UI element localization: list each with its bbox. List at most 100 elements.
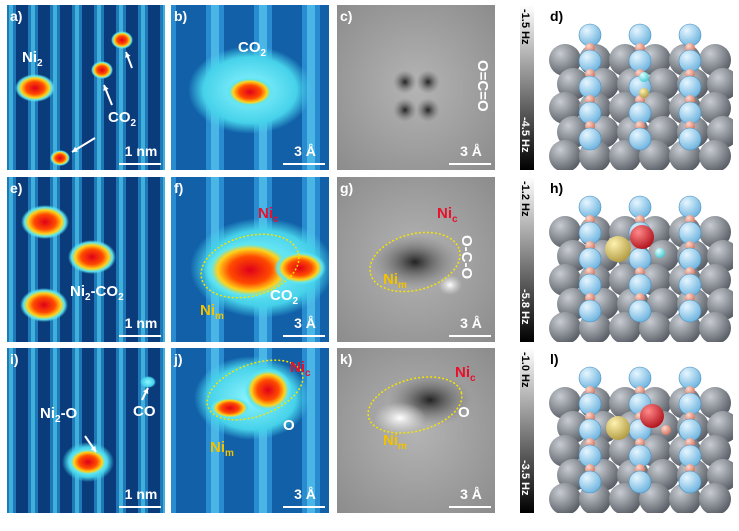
scale-bar-label: 3 Å (294, 315, 316, 331)
annotation-part: -CO (91, 283, 119, 300)
atom (628, 49, 652, 73)
panel-letter: l) (550, 351, 559, 367)
colorbar-top-label: -1.0 Hz (519, 352, 531, 388)
atom (578, 247, 602, 271)
atom (678, 392, 702, 416)
atom (678, 75, 702, 99)
panel-letter: d) (550, 8, 563, 24)
atom (578, 195, 602, 219)
feature (374, 402, 426, 434)
feature (68, 448, 108, 476)
panel: i) Ni2-O CO 1 nm (7, 348, 165, 513)
annotation-part: O (283, 417, 295, 434)
atom (578, 299, 602, 323)
subscript: c (470, 373, 476, 384)
panel: b) CO2 3 Å (171, 5, 329, 170)
colorbar (520, 5, 534, 170)
annotation: Nim (200, 302, 224, 322)
panel: h) (547, 177, 733, 342)
atom (678, 49, 702, 73)
feature (210, 397, 250, 419)
atom (605, 236, 631, 262)
annotation-part: Ni (210, 439, 225, 456)
annotation: O (458, 404, 470, 421)
scale-bar-label: 3 Å (460, 486, 482, 502)
panel-background (337, 5, 495, 170)
panel-letter: c) (340, 8, 352, 24)
annotation: Ni2-O (40, 405, 78, 425)
atom (678, 366, 702, 390)
atom (699, 483, 731, 513)
panel-background (7, 348, 165, 513)
feature (50, 150, 70, 166)
panel-letter: f) (174, 180, 183, 196)
feature (204, 240, 296, 300)
feature (416, 70, 440, 94)
arrow-head (125, 52, 131, 58)
subscript: 2 (37, 58, 43, 69)
annotation: CO2 (108, 109, 137, 129)
subscript: m (398, 280, 407, 291)
atom (628, 444, 652, 468)
feature (21, 205, 69, 239)
subscript: 2 (261, 48, 267, 59)
colorbar-bottom-label: -3.5 Hz (519, 460, 531, 496)
panel-image (171, 348, 329, 513)
arrow-head (103, 85, 109, 91)
atom (707, 288, 733, 320)
feature (416, 98, 440, 122)
colorbar (520, 177, 534, 342)
panel-letter: b) (174, 8, 187, 24)
atom (578, 444, 602, 468)
panel-letter: k) (340, 351, 352, 367)
atom (578, 366, 602, 390)
atom (578, 75, 602, 99)
subscript: m (215, 311, 224, 322)
atom (628, 470, 652, 494)
scale-bar-label: 1 nm (125, 486, 158, 502)
annotation-part: CO (238, 39, 261, 56)
colorbar-top-label: -1.5 Hz (519, 9, 531, 45)
annotation-part: Ni (22, 49, 37, 66)
atom (699, 312, 731, 342)
subscript: 2 (85, 292, 91, 303)
feature (371, 234, 459, 290)
dashed-outline (367, 376, 463, 434)
scale-bar-label: 3 Å (294, 486, 316, 502)
atom (678, 444, 702, 468)
atom (578, 101, 602, 125)
panel-letter: g) (340, 180, 353, 196)
panel-image (7, 177, 165, 342)
scale-bar-label: 3 Å (294, 143, 316, 159)
atom (628, 195, 652, 219)
annotation-part: Ni (455, 364, 470, 381)
panel-letter: j) (173, 351, 183, 367)
colorbar (520, 348, 534, 513)
subscript: c (273, 214, 279, 225)
panel-image (7, 348, 165, 513)
feature (140, 376, 156, 388)
dashed-outline (200, 233, 300, 299)
feature (91, 61, 113, 79)
feature (20, 288, 68, 322)
annotation-part: Ni (383, 271, 398, 288)
annotation: Ni2 (22, 49, 43, 69)
atom (628, 366, 652, 390)
arrow-head (143, 388, 149, 394)
scale-bar-label: 3 Å (460, 143, 482, 159)
feature (274, 251, 326, 285)
annotation-part: Ni (200, 302, 215, 319)
annotation: Nim (383, 432, 407, 452)
scale-bar-label: 3 Å (460, 315, 482, 331)
panel: l) (547, 348, 733, 513)
atom (628, 101, 652, 125)
annotation: CO (133, 403, 156, 420)
subscript: 2 (131, 118, 137, 129)
panel-letter: e) (10, 180, 22, 196)
atom (578, 221, 602, 245)
atom (661, 425, 671, 435)
annotation: O-C-O (458, 235, 475, 279)
